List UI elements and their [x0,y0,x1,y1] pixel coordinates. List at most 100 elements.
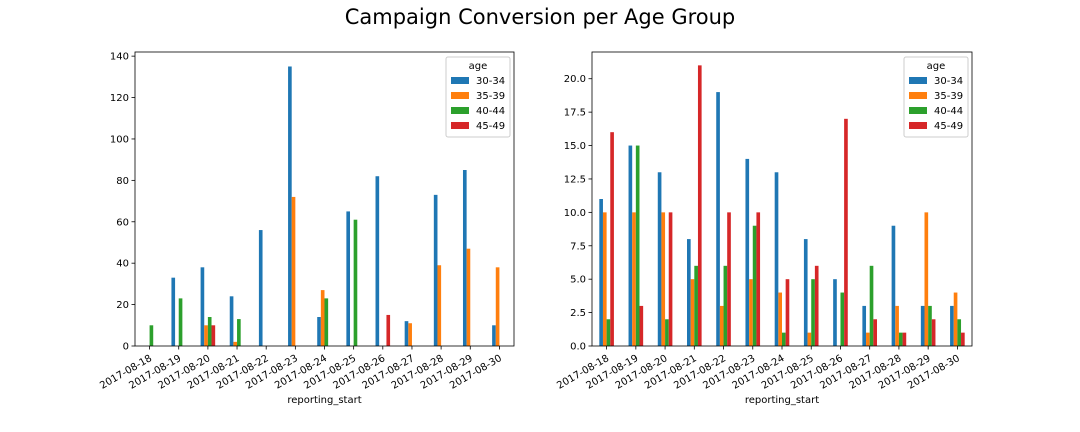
bar-30-34-2017-08-28 [891,225,896,346]
bar-45-49-2017-08-29 [931,319,936,346]
bar-30-34-2017-08-29 [462,170,467,346]
y-tick-label: 20.0 [564,74,586,85]
y-tick-label: 0.0 [570,342,586,353]
bar-45-49-2017-08-24 [785,279,790,346]
bar-35-39-2017-08-28 [437,265,442,346]
bar-40-44-2017-08-18 [149,325,154,346]
legend-swatch-35-39 [909,92,927,99]
y-tick-label: 12.5 [564,174,586,185]
x-axis-label: reporting_start [745,395,819,406]
bar-40-44-2017-08-21 [237,319,241,346]
bar-45-49-2017-08-18 [610,132,614,346]
y-tick-label: 5.0 [570,275,586,286]
bar-30-34-2017-08-30 [950,305,954,346]
bar-40-44-2017-08-25 [353,219,358,346]
bar-30-34-2017-08-25 [803,239,808,346]
legend-swatch-30-34 [451,77,469,84]
legend-label-40-44: 40-44 [934,106,963,117]
bar-45-49-2017-08-26 [844,118,848,346]
bar-40-44-2017-08-20 [207,317,212,346]
bar-30-34-2017-08-22 [258,230,263,346]
bar-45-49-2017-08-26 [386,314,391,346]
y-tick-label: 120 [110,93,129,104]
bar-30-34-2017-08-23 [745,158,750,346]
bar-45-49-2017-08-27 [873,319,877,346]
bar-40-44-2017-08-30 [957,319,962,346]
bar-40-44-2017-08-25 [811,279,815,346]
chart-right: 0.02.55.07.510.012.515.017.520.02017-08-… [555,51,973,406]
bar-40-44-2017-08-27 [869,265,874,346]
x-axis-label: reporting_start [287,395,361,406]
bar-45-49-2017-08-30 [961,332,965,346]
bar-30-34-2017-08-21 [687,239,691,346]
bar-35-39-2017-08-21 [690,279,695,346]
bar-35-39-2017-08-25 [807,332,812,346]
figure-title: Campaign Conversion per Age Group [345,5,736,29]
bar-35-39-2017-08-30 [495,267,500,346]
bar-40-44-2017-08-18 [606,319,611,346]
legend-label-40-44: 40-44 [476,106,505,117]
y-tick-label: 60 [116,217,129,228]
bar-35-39-2017-08-23 [749,279,753,346]
bar-30-34-2017-08-29 [920,305,925,346]
bar-35-39-2017-08-28 [895,305,899,346]
bar-30-34-2017-08-24 [317,317,321,346]
bar-45-49-2017-08-20 [668,212,673,346]
bar-40-44-2017-08-22 [723,265,728,346]
legend-swatch-35-39 [451,92,469,99]
bar-30-34-2017-08-19 [628,145,633,346]
bar-35-39-2017-08-19 [632,212,636,346]
legend-label-30-34: 30-34 [934,76,963,87]
legend-title: age [927,61,946,72]
y-tick-label: 10.0 [564,208,586,219]
bar-35-39-2017-08-29 [924,212,929,346]
legend-title: age [469,61,488,72]
legend-label-45-49: 45-49 [476,121,505,132]
y-tick-label: 140 [110,52,129,63]
bar-35-39-2017-08-27 [866,332,870,346]
bar-30-34-2017-08-28 [433,194,438,346]
bar-30-34-2017-08-20 [657,172,662,346]
bar-30-34-2017-08-30 [492,325,496,346]
bar-30-34-2017-08-25 [346,211,351,346]
bar-35-39-2017-08-21 [233,341,238,346]
bar-45-49-2017-08-20 [211,325,216,346]
bar-40-44-2017-08-19 [635,145,640,346]
bar-35-39-2017-08-24 [778,292,782,346]
bar-30-34-2017-08-19 [171,277,176,346]
y-tick-label: 15.0 [564,141,586,152]
legend-swatch-45-49 [451,122,469,129]
bar-30-34-2017-08-18 [599,199,603,346]
legend: age 30-34 35-39 40-44 45-49 [445,56,511,138]
bar-40-44-2017-08-21 [694,265,698,346]
y-tick-label: 20 [116,300,129,311]
bar-30-34-2017-08-20 [200,267,205,346]
legend-swatch-40-44 [451,107,469,114]
legend-label-30-34: 30-34 [476,76,505,87]
bar-45-49-2017-08-25 [814,265,819,346]
legend-label-35-39: 35-39 [934,91,963,102]
bar-30-34-2017-08-24 [774,172,779,346]
bar-35-39-2017-08-24 [320,290,325,346]
bar-35-39-2017-08-27 [408,323,412,346]
bar-30-34-2017-08-26 [375,176,380,346]
bar-35-39-2017-08-22 [719,305,724,346]
y-tick-label: 40 [116,259,129,270]
bar-35-39-2017-08-18 [602,212,607,346]
legend-swatch-30-34 [909,77,927,84]
legend-swatch-45-49 [909,122,927,129]
bar-30-34-2017-08-23 [288,66,292,347]
bar-35-39-2017-08-20 [661,212,666,346]
y-tick-label: 0 [123,342,129,353]
bar-40-44-2017-08-24 [782,332,786,346]
bar-35-39-2017-08-23 [291,196,296,346]
bar-30-34-2017-08-22 [716,92,720,346]
chart-left: 0204060801001201402017-08-182017-08-1920… [98,51,515,406]
bar-45-49-2017-08-21 [697,65,702,347]
bar-45-49-2017-08-19 [639,305,644,346]
y-tick-label: 17.5 [564,108,586,119]
legend: age 30-34 35-39 40-44 45-49 [903,56,969,138]
bar-40-44-2017-08-26 [840,292,845,346]
bar-40-44-2017-08-24 [324,298,329,346]
